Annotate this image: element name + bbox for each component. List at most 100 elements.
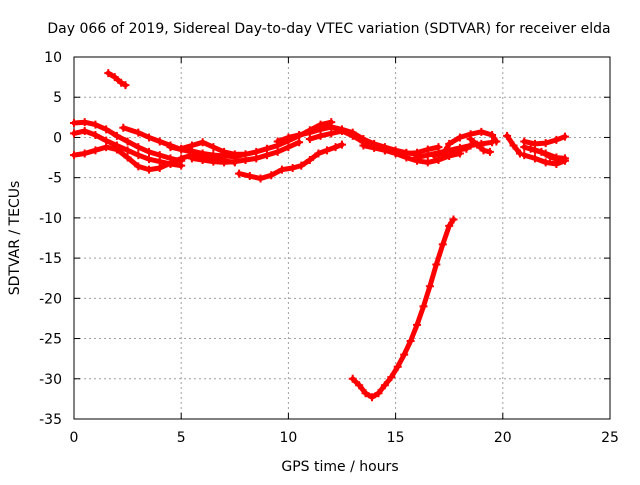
y-tick-label: -10 [39,211,62,227]
data-point [462,144,471,153]
axis-ticks: 0 5 10 15 20 25 10 5 0 -5 -10 -15 -20 -25 -30 -35 [39,50,619,446]
series-track-13 [503,131,524,158]
data-point [466,135,475,144]
data-point [541,139,550,148]
data-point [331,143,340,152]
data-point [230,157,239,166]
series-track-11 [440,127,501,156]
data-point [359,141,368,150]
data-point [70,151,78,160]
data-point [322,146,331,155]
data-point [530,139,539,148]
series-line [431,146,469,159]
data-point [393,362,402,371]
data-point [425,282,434,291]
data-point [284,133,293,142]
data-point [552,135,561,144]
data-point [134,128,143,137]
data-point [155,164,164,173]
plot-frame [73,56,611,420]
data-point [438,240,447,249]
data-point [70,118,78,127]
data-point [402,149,411,158]
series-line [105,70,128,88]
data-point [455,133,464,142]
data-point [123,153,132,162]
series-line [528,146,561,163]
data-point [209,157,218,166]
data-point [295,131,304,140]
data-point [477,127,486,136]
data-point [277,165,286,174]
data-point [166,143,175,152]
data-point [361,389,370,398]
data-point [80,149,89,158]
data-point [102,125,111,134]
y-tick-label: -25 [39,332,62,348]
data-point [503,131,512,140]
y-tick-label: -15 [39,251,62,267]
data-point [434,155,443,164]
data-point [374,389,383,398]
data-point [230,150,239,159]
data-point [134,162,143,171]
data-point [123,137,132,146]
x-tick-label: 15 [387,430,405,446]
data-point [91,146,100,155]
data-point [80,118,89,127]
data-point [117,78,126,87]
data-point [488,131,497,140]
data-point [284,143,293,152]
y-tick-label: 5 [53,90,62,106]
x-tick-label: 25 [601,430,619,446]
data-point [423,158,432,167]
data-point [305,135,314,144]
data-point [338,140,346,149]
data-point [406,336,415,345]
data-point [400,350,409,359]
data-point [104,69,113,78]
data-point [449,215,458,224]
series-track-12 [466,135,494,156]
data-point [273,147,282,156]
data-point [413,153,422,162]
data-series [70,69,569,402]
data-point [91,131,100,140]
data-point [288,164,297,173]
data-point [479,146,488,155]
series-track-upper-left [104,69,130,90]
data-point [70,129,78,138]
data-point [91,120,100,129]
data-point [520,151,529,160]
data-point [102,143,111,152]
data-point [145,133,154,142]
data-point [177,154,186,163]
data-point [380,146,389,155]
data-point [155,137,164,146]
data-point [368,393,377,402]
grid [74,57,610,419]
data-point [112,145,121,154]
data-point [166,159,175,168]
data-point [112,131,121,140]
data-point [440,148,449,157]
data-point [387,373,396,382]
data-point [256,174,265,183]
data-point [134,151,143,160]
data-point [391,148,400,157]
data-point [235,169,244,178]
data-point [305,155,314,164]
data-point [80,127,89,136]
data-point [145,147,154,156]
data-point [355,381,364,390]
data-point [451,146,460,155]
data-point [209,143,218,152]
series-track-early-mid [70,127,186,170]
data-point [485,147,494,156]
data-point [252,154,261,163]
data-point [413,320,422,329]
series-track-5 [187,138,304,167]
data-point [297,161,306,170]
data-point [560,132,569,141]
